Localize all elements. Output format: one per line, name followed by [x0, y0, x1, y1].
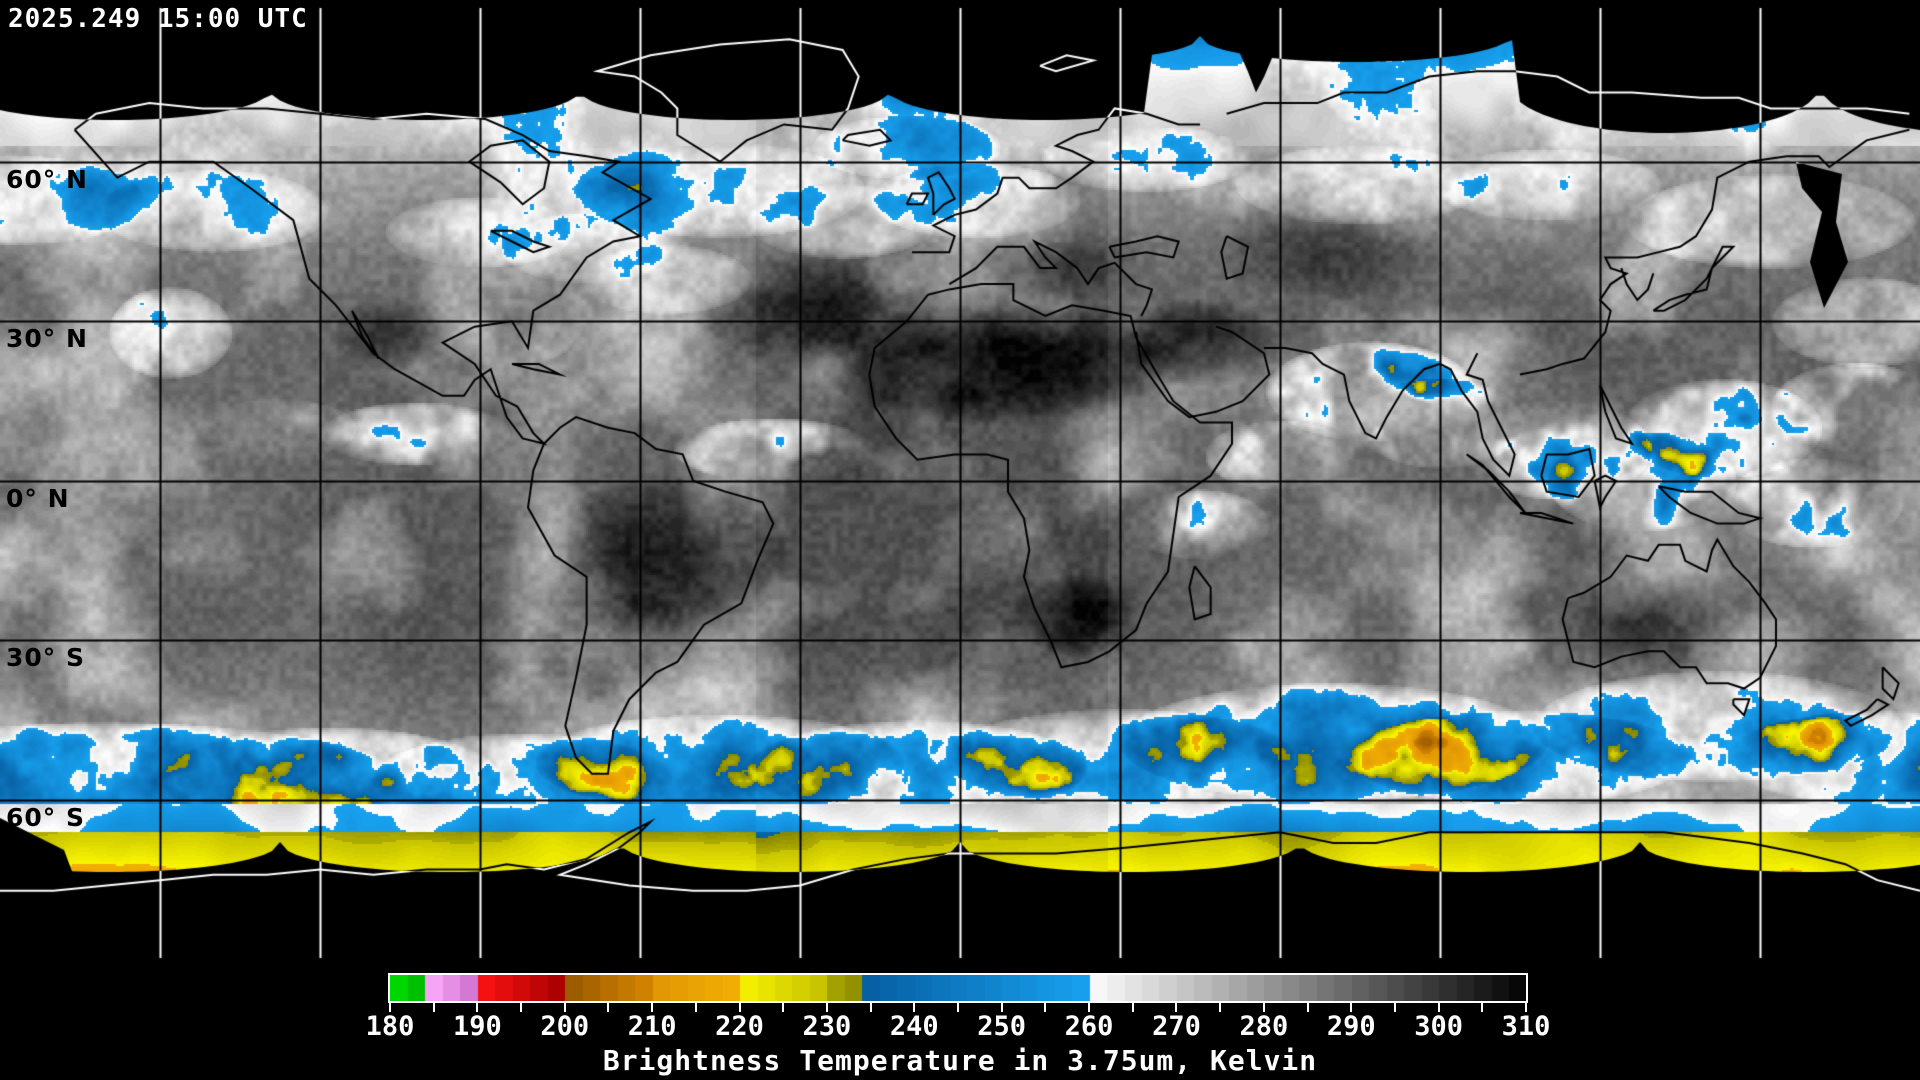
- colorbar-tick-label: 270: [1152, 1011, 1201, 1042]
- colorbar-tick-label: 230: [802, 1011, 852, 1042]
- lat-label: 30° S: [6, 643, 85, 672]
- colorbar-tick: [1219, 1003, 1222, 1012]
- colorbar-tick-label: 180: [365, 1011, 415, 1042]
- colorbar-tick-label: 250: [977, 1011, 1027, 1042]
- colorbar-tick: [1350, 1003, 1353, 1012]
- colorbar-tick: [825, 1003, 828, 1012]
- colorbar-tick-label: 310: [1501, 1011, 1551, 1042]
- colorbar-tick-label: 240: [889, 1011, 939, 1042]
- colorbar-tick: [1000, 1003, 1003, 1012]
- colorbar-tick-label: 290: [1326, 1011, 1376, 1042]
- colorbar-tick: [913, 1003, 916, 1012]
- colorbar-tick: [1393, 1003, 1396, 1012]
- colorbar-tick: [738, 1003, 741, 1012]
- colorbar-tick: [1437, 1003, 1440, 1012]
- colorbar-tick: [957, 1003, 959, 1012]
- colorbar-tick: [1175, 1003, 1178, 1012]
- lat-label: 0° N: [6, 484, 70, 513]
- timestamp-label: 2025.249 15:00 UTC: [8, 4, 308, 34]
- colorbar-tick: [520, 1003, 523, 1012]
- colorbar-tick: [651, 1003, 654, 1012]
- colorbar-tick: [1525, 1003, 1527, 1012]
- colorbar-tick: [563, 1003, 566, 1012]
- lat-label: 60° N: [6, 165, 88, 194]
- colorbar-tick-label: 260: [1064, 1011, 1114, 1042]
- colorbar-tick-label: 210: [627, 1011, 677, 1042]
- colorbar-tick: [607, 1003, 610, 1012]
- colorbar-gradient: [390, 975, 1526, 1001]
- colorbar-tick: [432, 1003, 435, 1012]
- colorbar-tick: [1131, 1003, 1134, 1012]
- colorbar-tick: [869, 1003, 872, 1012]
- colorbar-tick-label: 300: [1414, 1011, 1463, 1042]
- colorbar-tick-label: 200: [540, 1011, 590, 1042]
- colorbar-tick-label: 220: [715, 1011, 764, 1042]
- colorbar-tick: [1262, 1003, 1265, 1012]
- colorbar-tick: [1481, 1003, 1484, 1012]
- lat-label: 60° S: [6, 803, 85, 832]
- colorbar-tick-label: 190: [452, 1011, 502, 1042]
- colorbar-tick: [782, 1003, 785, 1012]
- colorbar-caption: Brightness Temperature in 3.75um, Kelvin: [602, 1044, 1318, 1077]
- colorbar-tick: [476, 1003, 479, 1012]
- colorbar-tick: [1044, 1003, 1047, 1012]
- colorbar-tick: [389, 1003, 391, 1012]
- colorbar: [388, 973, 1528, 1003]
- colorbar-tick-label: 280: [1239, 1011, 1289, 1042]
- colorbar-tick: [1088, 1003, 1091, 1012]
- colorbar-tick: [1306, 1003, 1309, 1012]
- colorbar-tick: [694, 1003, 697, 1012]
- lat-label: 30° N: [6, 324, 88, 353]
